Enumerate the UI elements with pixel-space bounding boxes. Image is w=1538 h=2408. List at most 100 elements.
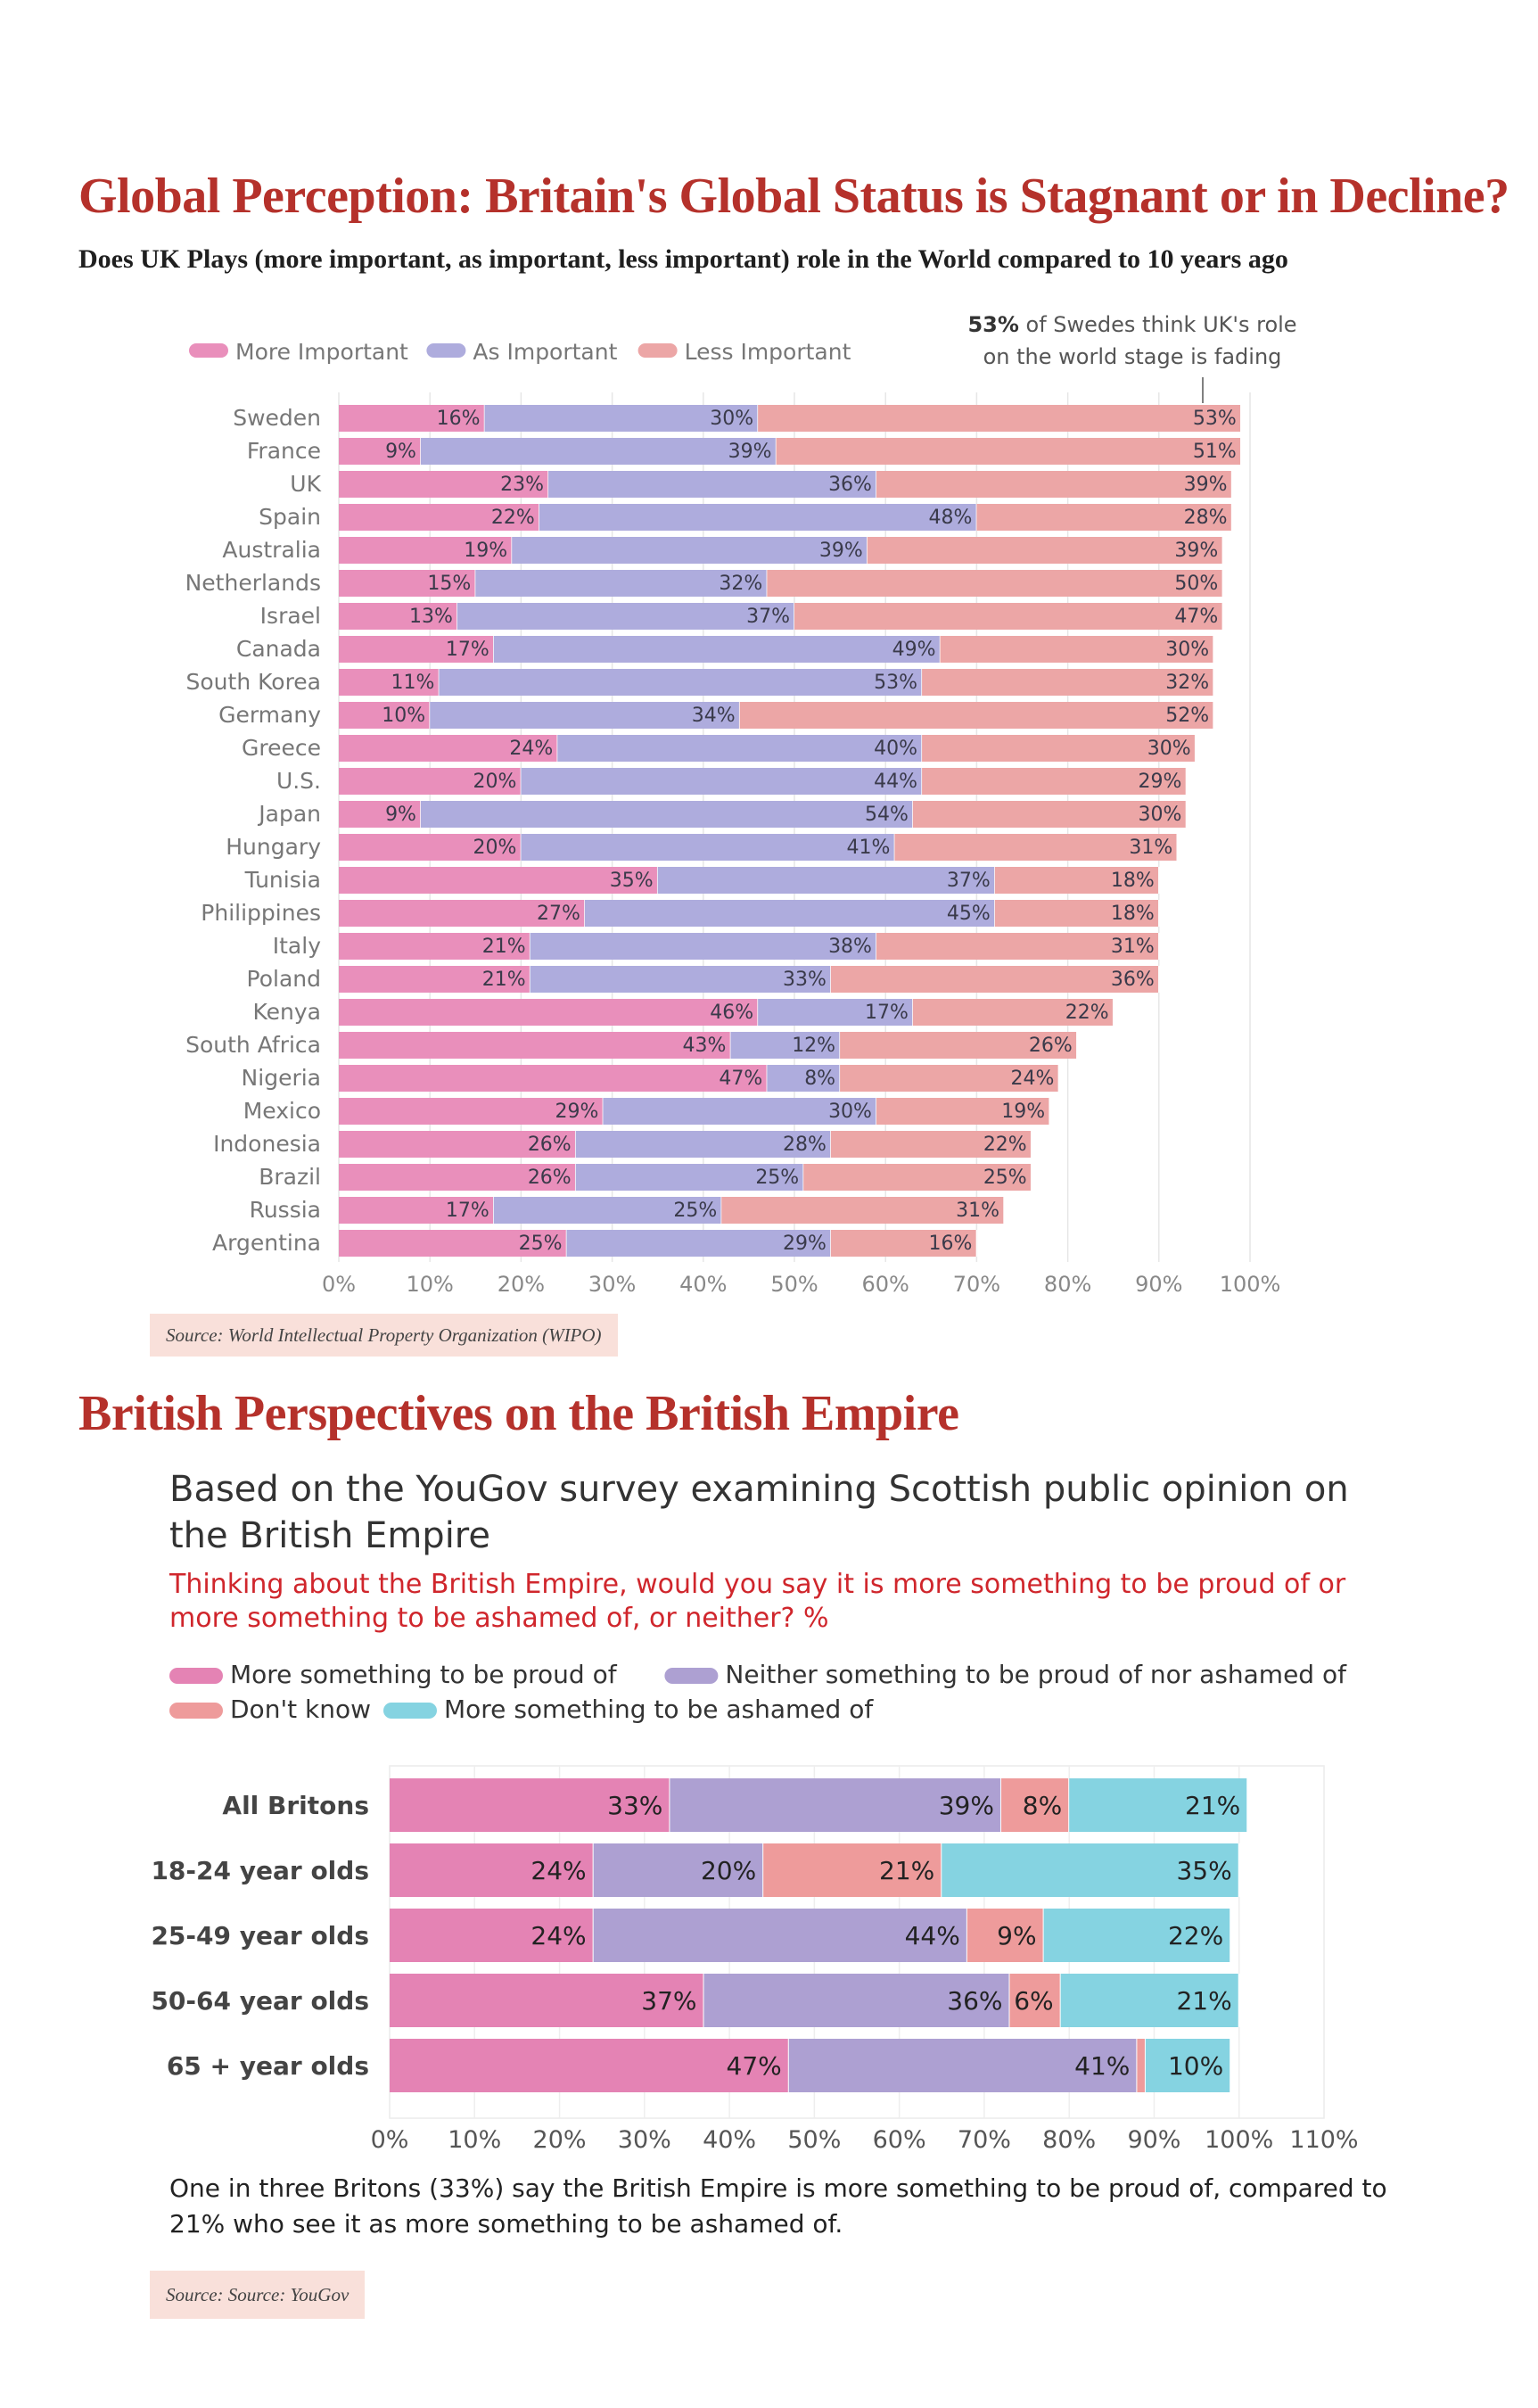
y-category-label: Sweden: [233, 405, 321, 431]
bar-value-label: 26%: [1029, 1035, 1073, 1057]
bar-value-label: 47%: [1174, 606, 1218, 628]
bar-segment: [493, 636, 941, 663]
bar-segment: [730, 1032, 841, 1059]
bar-value-label: 30%: [1165, 639, 1209, 661]
bar-segment: [767, 1065, 841, 1092]
bar-segment: [557, 735, 923, 762]
bar-value-label: 43%: [683, 1035, 727, 1057]
bar-segment: [940, 636, 1214, 663]
y-category-label: Netherlands: [185, 570, 321, 596]
bar-segment: [390, 1843, 594, 1897]
bar-segment: [830, 1131, 1032, 1158]
bar-segment: [994, 900, 1159, 927]
bar-segment: [763, 1843, 942, 1897]
bar-segment: [1060, 1974, 1239, 2027]
bar-segment: [339, 1164, 576, 1191]
legend-label: Neither something to be proud of nor ash…: [725, 1660, 1347, 1689]
bar-segment: [1009, 1974, 1061, 2027]
bar-value-label: 9%: [997, 1921, 1036, 1950]
legend-label: Less Important: [685, 339, 851, 365]
bar-segment: [390, 1974, 704, 2027]
bar-value-label: 54%: [865, 804, 909, 826]
bar-value-label: 24%: [530, 1921, 586, 1950]
bar-value-label: 36%: [1111, 969, 1155, 991]
bar-value-label: 52%: [1165, 705, 1209, 727]
bar-segment: [339, 702, 431, 729]
bar-segment: [339, 1197, 494, 1224]
empire-chart: More something to be proud of Neither som…: [151, 1660, 1358, 2149]
y-category-label: Hungary: [226, 834, 321, 860]
legend-swatch: [169, 1668, 223, 1684]
bar-value-label: 26%: [528, 1134, 572, 1156]
bar-segment: [339, 570, 476, 597]
bar-segment: [339, 999, 759, 1026]
bar-value-label: 24%: [530, 1856, 586, 1885]
x-tick-label: 10%: [407, 1272, 454, 1297]
y-category-label: Russia: [250, 1197, 321, 1223]
y-category-label: South Korea: [186, 669, 321, 695]
bar-value-label: 20%: [473, 837, 516, 859]
bar-segment: [339, 471, 549, 498]
bar-value-label: 16%: [437, 408, 481, 430]
bar-value-label: 24%: [509, 738, 553, 760]
bar-segment: [339, 504, 539, 531]
bar-value-label: 27%: [537, 903, 580, 925]
x-tick-label: 100%: [1205, 2126, 1273, 2149]
bar-value-label: 47%: [719, 1068, 762, 1090]
bar-segment: [876, 1098, 1050, 1125]
bar-segment: [456, 603, 794, 630]
x-tick-label: 10%: [448, 2126, 501, 2149]
bar-segment: [1137, 2039, 1146, 2092]
y-category-label: Tunisia: [244, 867, 321, 893]
bar-segment: [876, 933, 1159, 960]
bar-segment: [339, 768, 522, 795]
bar-value-label: 33%: [783, 969, 827, 991]
bar-value-label: 39%: [819, 540, 863, 562]
bar-segment: [390, 1778, 670, 1832]
bar-value-label: 53%: [874, 672, 917, 694]
empire-chart-footnote: One in three Britons (33%) say the Briti…: [169, 2173, 1387, 2239]
bar-segment: [703, 1974, 1010, 2027]
bar-segment: [548, 471, 876, 498]
bar-segment: [339, 834, 522, 861]
y-category-label: Nigeria: [242, 1065, 321, 1091]
bar-segment: [976, 504, 1232, 531]
bar-segment: [339, 1098, 604, 1125]
bar-segment: [339, 669, 440, 696]
x-tick-label: 30%: [618, 2126, 671, 2149]
legend-label: As Important: [473, 339, 617, 365]
bar-value-label: 25%: [519, 1233, 563, 1255]
bar-value-label: 31%: [1111, 936, 1155, 958]
bar-value-label: 19%: [464, 540, 507, 562]
y-category-label: France: [247, 438, 321, 464]
bar-segment: [475, 570, 768, 597]
y-category-label: Israel: [260, 603, 321, 629]
bar-value-label: 31%: [956, 1200, 999, 1222]
bar-segment: [390, 1909, 594, 1962]
bar-value-label: 30%: [1139, 804, 1182, 826]
bar-value-label: 28%: [783, 1134, 827, 1156]
bar-value-label: 21%: [879, 1856, 934, 1885]
bar-value-label: 50%: [1174, 573, 1218, 595]
bar-segment: [339, 900, 585, 927]
y-category-label: Greece: [242, 735, 321, 761]
y-category-label: Germany: [218, 702, 321, 728]
bar-segment: [721, 1197, 1005, 1224]
bar-value-label: 17%: [865, 1002, 909, 1024]
bar-value-label: 10%: [1168, 2051, 1223, 2081]
bar-segment: [339, 933, 530, 960]
bar-value-label: 39%: [1184, 474, 1228, 496]
bar-segment: [530, 933, 876, 960]
bar-segment: [1000, 1778, 1070, 1832]
bar-segment: [1043, 1909, 1231, 1962]
y-category-label: U.S.: [276, 768, 321, 794]
bar-segment: [539, 504, 977, 531]
x-tick-label: 70%: [958, 2126, 1011, 2149]
bar-segment: [912, 999, 1114, 1026]
bar-value-label: 41%: [1074, 2051, 1130, 2081]
bar-value-label: 13%: [409, 606, 453, 628]
bar-segment: [339, 1230, 567, 1257]
bar-value-label: 25%: [673, 1200, 717, 1222]
bar-segment: [767, 570, 1223, 597]
bar-value-label: 35%: [1176, 1856, 1231, 1885]
